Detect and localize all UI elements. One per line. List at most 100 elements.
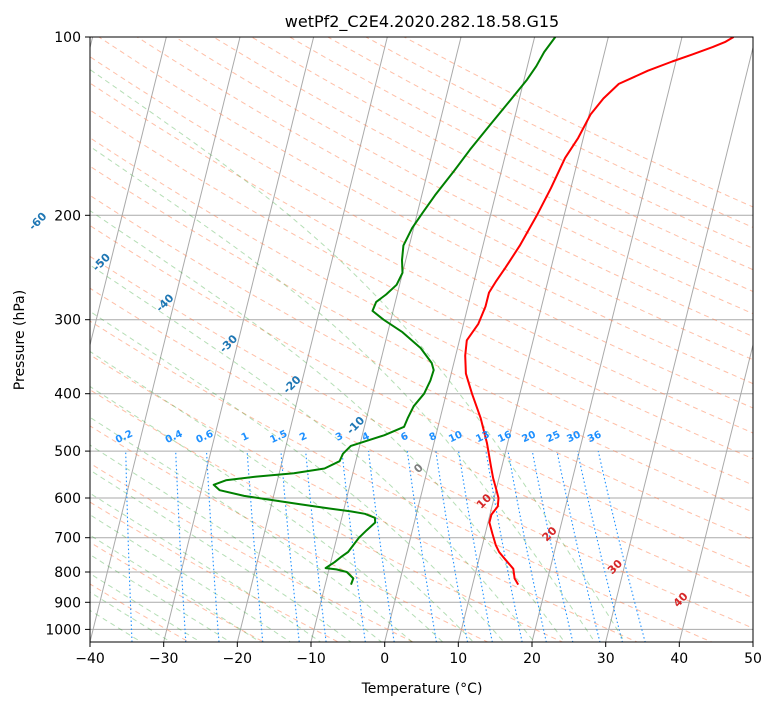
dry-adiabat [90,194,753,541]
dry-adiabat [90,165,753,513]
mixing-ratio-line [406,451,437,642]
moist-adiabat [90,350,475,642]
mixing-ratio-line [458,451,493,642]
dry-adiabat [90,462,415,642]
isotherm-label: -20 [280,373,303,396]
mixing-ratio-line [125,451,133,642]
moist-adiabat [90,310,505,642]
mixing-ratio-line [556,450,601,642]
dry-adiabat [90,425,489,642]
dry-adiabat [90,82,753,434]
dry-adiabat [327,37,753,249]
moist-adiabat [90,492,322,642]
moist-adiabat [90,554,232,642]
dry-adiabat [90,354,639,642]
dry-adiabat [251,37,753,293]
x-tick-label: 40 [670,651,688,667]
mixing-ratio-line [246,451,264,642]
x-tick-label: 50 [744,651,762,667]
y-tick-label: 1000 [45,622,81,638]
moist-adiabat [90,68,626,642]
mixing-ratio-label: 30 [565,429,582,445]
x-tick-label: 10 [449,651,467,667]
isotherm-line [605,45,753,642]
isotherm-line [310,37,462,642]
mixing-ratio-line [341,451,366,642]
mixing-ratio-label: 3 [334,431,345,444]
moist-adiabat [90,145,596,642]
dry-adiabat [90,389,564,642]
isotherm-line [678,342,753,642]
y-tick-label: 500 [54,444,81,460]
isotherm-line [457,37,609,642]
isotherm-line [90,37,241,642]
moist-adiabat [90,416,413,642]
moist-adiabat [90,469,352,642]
mixing-ratio-line [205,451,220,642]
isotherm-label: -40 [153,291,176,314]
dry-adiabat [90,501,340,642]
mixing-ratio-line [597,450,646,642]
mixing-ratio-line [280,451,300,642]
isotherm-label: -50 [90,250,113,273]
y-tick-label: 900 [54,595,81,611]
moist-adiabat [90,210,566,642]
mixing-ratio-label: 13 [474,429,491,445]
isotherm-line [236,37,388,642]
plot-frame [89,36,754,643]
dry-adiabat [98,37,753,385]
dewpoint-profile [212,37,557,585]
mixing-ratio-label: 0.4 [164,428,185,445]
isotherm-line [163,37,315,642]
moist-adiabat [90,264,535,642]
mixing-ratio-line [485,451,523,642]
mixing-ratio-label: 1 [240,431,251,444]
chart-title: wetPf2_C2E4.2020.282.18.58.G15 [285,12,559,32]
isotherm-label: -60 [26,210,49,233]
mixing-ratio-label: 36 [586,429,603,445]
isotherm-line [384,37,536,642]
mixing-ratio-label: 8 [428,431,439,444]
x-tick-label: −40 [75,651,105,667]
dry-adiabat [90,287,753,629]
x-tick-label: 30 [597,651,615,667]
y-tick-label: 800 [54,565,81,581]
mixing-ratio-line [435,451,469,642]
x-tick-label: −30 [149,651,179,667]
mixing-ratio-line [507,450,547,642]
mixing-ratio-line [531,450,574,642]
y-tick-label: 700 [54,531,81,547]
temperature-profile [464,37,735,586]
mixing-ratio-line [305,451,327,642]
y-tick-label: 400 [54,387,81,403]
dry-adiabat [90,583,190,642]
isotherm-line [531,37,683,642]
mixing-ratio-label: 20 [520,429,537,445]
y-tick-label: 200 [54,208,81,224]
mixing-ratio-label: 10 [447,429,464,445]
mixing-ratio-line [367,451,395,642]
x-tick-label: 0 [380,651,389,667]
moist-adiabat [90,444,383,642]
y-axis-label: Pressure (hPa) [12,290,28,390]
x-tick-label: 20 [523,651,541,667]
dry-adiabat [90,224,753,570]
isotherm-line [90,37,167,348]
mixing-ratio-label: 6 [399,431,410,444]
mixing-ratio-label: 0.2 [114,428,135,445]
isotherm-label: 0 [411,461,426,476]
y-tick-label: 100 [54,30,81,46]
mixing-ratio-label: 25 [545,429,562,445]
mixing-ratio-line [175,451,187,642]
dry-adiabat [213,37,753,315]
dry-adiabat [174,37,753,338]
x-axis-label: Temperature (°C) [361,681,483,697]
mixing-ratio-label: 4 [361,431,372,444]
mixing-ratio-line [576,450,623,642]
dry-adiabat [403,37,753,208]
y-tick-label: 300 [54,313,81,329]
mixing-ratio-label: 2 [298,431,309,444]
x-tick-label: −10 [296,651,326,667]
x-tick-label: −20 [223,651,253,667]
